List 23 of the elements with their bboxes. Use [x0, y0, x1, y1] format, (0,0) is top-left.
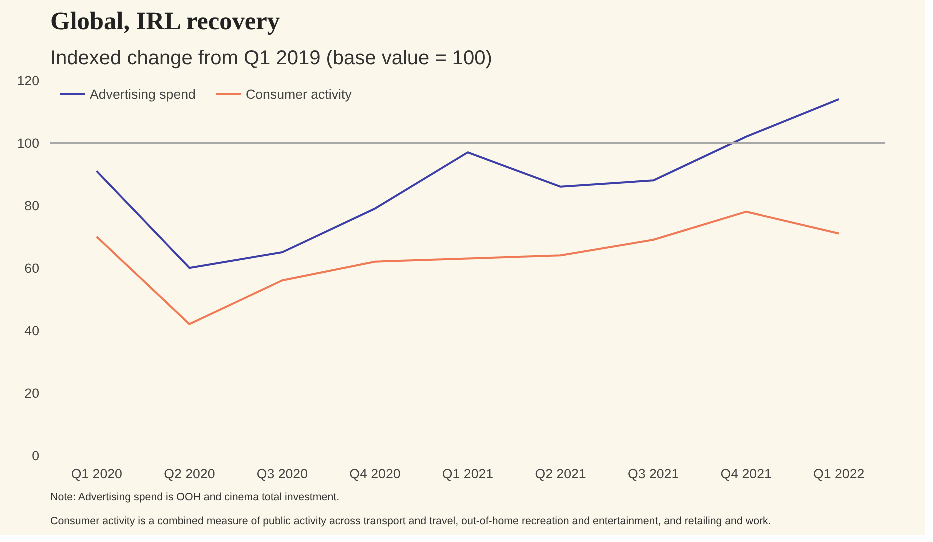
y-tick-label: 60	[24, 261, 40, 276]
x-tick-label: Q4 2020	[350, 466, 401, 482]
x-tick-label: Q1 2022	[814, 466, 865, 482]
x-tick-label: Q4 2021	[720, 466, 772, 482]
y-tick-label: 40	[24, 324, 40, 339]
legend-label: Consumer activity	[246, 86, 352, 102]
text: Consumer activity is a combined measure of public activity across transport and travel, out-of-home recreation and entertainment, and retailing and work.	[50, 516, 772, 528]
y-tick-label: 20	[24, 386, 40, 402]
legend-label: Advertising spend	[90, 86, 196, 102]
x-tick-label: Q1 2021	[442, 466, 494, 482]
x-tick-label: Q2 2021	[535, 466, 586, 482]
chart-title: Global, IRL recovery	[50, 8, 280, 36]
x-tick-label: Q3 2021	[628, 466, 680, 482]
x-tick-label: Q3 2020	[256, 466, 308, 482]
line-series	[96, 210, 840, 326]
y-tick-label: 0	[32, 448, 40, 464]
text: Note: Advertising spend is OOH and cinema total investment.	[50, 492, 340, 504]
y-tick-label: 120	[17, 74, 40, 89]
y-tick-label: 100	[17, 136, 40, 152]
x-tick-label: Q2 2020	[164, 466, 216, 482]
x-tick-label: Q1 2020	[71, 466, 122, 482]
y-tick-label: 80	[24, 198, 40, 214]
chart-subtitle: Indexed change from Q1 2019 (base value = 100)	[50, 48, 492, 70]
